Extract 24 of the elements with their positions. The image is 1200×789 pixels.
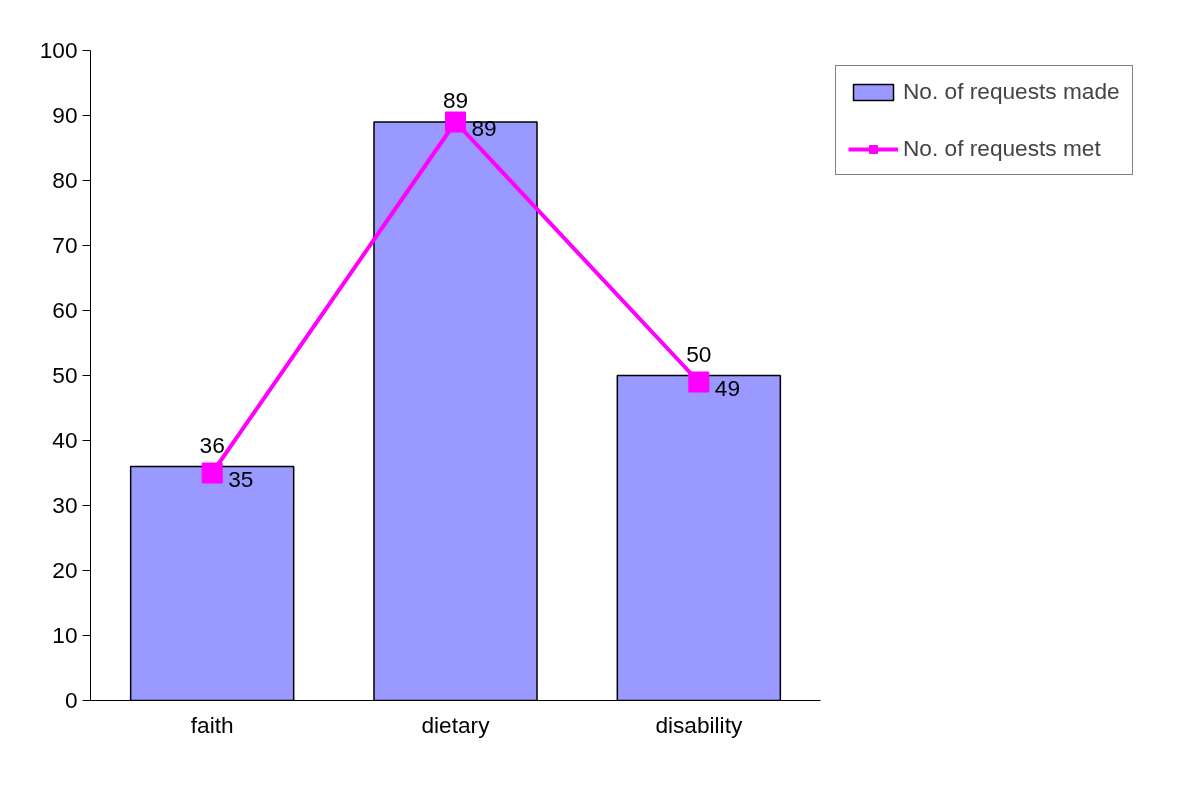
x-tick-label: dietary [421, 711, 491, 738]
y-tick-label: 90 [52, 102, 78, 128]
data-label: 36 [199, 431, 225, 458]
legend-label: No. of requests met [903, 135, 1101, 162]
point [445, 111, 466, 133]
x-tick-label: disability [655, 711, 743, 738]
data-label: 89 [442, 87, 469, 113]
x-tick-label: faith [190, 711, 234, 738]
legend-label: No. of requests made [903, 78, 1120, 105]
y-tick-label: 80 [52, 167, 78, 193]
y-tick-label: 40 [52, 427, 78, 453]
data-label: 35 [228, 465, 254, 492]
y-tick-label: 10 [52, 622, 78, 648]
data-label: 50 [686, 340, 712, 367]
y-tick-label: 100 [39, 37, 78, 63]
y-tick-label: 50 [52, 362, 78, 388]
point [201, 462, 223, 484]
y-tick-label: 60 [52, 297, 78, 323]
y-tick-label: 70 [52, 232, 78, 258]
y-tick-label: 30 [52, 492, 78, 518]
data-label: 49 [714, 374, 741, 401]
point [688, 371, 710, 393]
y-tick-label: 20 [52, 557, 78, 583]
y-tick-label: 0 [64, 687, 78, 713]
